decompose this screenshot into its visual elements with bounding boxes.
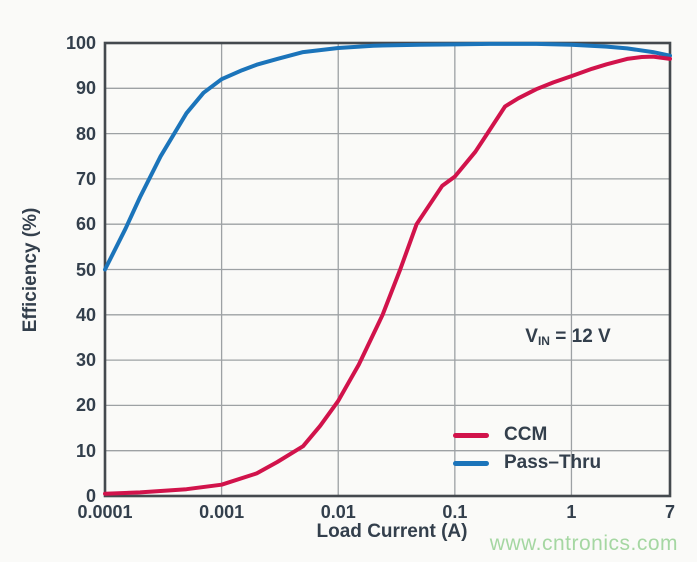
y-tick-label: 60 [75, 214, 96, 235]
legend-item-ccm: CCM [453, 423, 601, 447]
x-tick-label: 0.001 [199, 502, 245, 522]
legend-label-ccm: CCM [504, 424, 548, 445]
watermark: www.cntronics.com [489, 532, 678, 555]
x-tick-label: 0.0001 [77, 502, 133, 522]
y-tick-label: 90 [75, 78, 96, 99]
y-tick-label: 10 [75, 440, 96, 461]
y-tick-label: 40 [75, 304, 96, 325]
series-line-pass-thru [103, 41, 672, 272]
vin-annotation-prefix: V [525, 326, 538, 347]
vin-annotation-suffix: = 12 V [549, 326, 611, 347]
y-tick-label: 20 [75, 395, 96, 416]
y-tick-label: 0 [85, 486, 96, 506]
vin-annotation: VIN = 12 V [525, 326, 610, 348]
x-tick-label: 0.1 [442, 502, 468, 522]
x-tick-label: 1 [566, 502, 577, 522]
legend-item-pass-thru: Pass–Thru [453, 451, 601, 475]
y-tick-label: 50 [75, 259, 96, 280]
x-tick-label: 0.01 [320, 502, 356, 522]
legend: CCM Pass–Thru [453, 423, 601, 479]
ccm-line-swatch-icon [453, 432, 489, 438]
y-tick-label: 100 [65, 33, 96, 53]
y-tick-label: 80 [75, 123, 96, 144]
x-tick-label: 7 [664, 502, 676, 522]
pass-thru-line-swatch-icon [453, 460, 489, 466]
vin-annotation-subscript: IN [537, 334, 550, 348]
x-axis-title: Load Current (A) [316, 521, 468, 542]
legend-label-pass-thru: Pass–Thru [504, 452, 602, 473]
y-tick-label: 70 [75, 168, 96, 189]
series-line-ccm [103, 54, 672, 496]
y-tick-label: 30 [75, 350, 96, 371]
